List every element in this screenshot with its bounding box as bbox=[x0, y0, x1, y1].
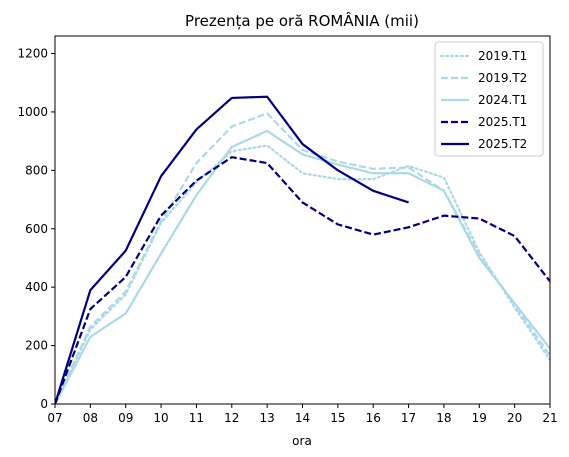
legend-label: 2019.T1 bbox=[478, 49, 527, 63]
x-tick-label: 16 bbox=[366, 411, 381, 425]
x-tick-label: 21 bbox=[542, 411, 557, 425]
x-tick-label: 19 bbox=[472, 411, 487, 425]
y-tick-label: 0 bbox=[40, 397, 48, 411]
x-tick-label: 13 bbox=[260, 411, 275, 425]
legend-label: 2024.T1 bbox=[478, 93, 527, 107]
y-tick-label: 800 bbox=[25, 163, 48, 177]
series-line-2019.T2 bbox=[55, 112, 550, 404]
series-line-2025.T2 bbox=[55, 95, 409, 404]
y-tick-label: 1000 bbox=[17, 105, 48, 119]
chart-title: Prezența pe oră ROMÂNIA (mii) bbox=[185, 11, 419, 30]
legend-label: 2025.T1 bbox=[478, 115, 527, 129]
x-tick-label: 12 bbox=[224, 411, 239, 425]
x-tick-label: 18 bbox=[436, 411, 451, 425]
y-tick-label: 200 bbox=[25, 339, 48, 353]
x-axis-label: ora bbox=[292, 434, 312, 448]
legend-box bbox=[434, 41, 544, 157]
series-line-2019.T1 bbox=[55, 144, 550, 404]
x-tick-label: 17 bbox=[401, 411, 416, 425]
series-line-2025.T1 bbox=[55, 156, 550, 404]
legend-label: 2025.T2 bbox=[478, 137, 527, 151]
x-tick-label: 20 bbox=[507, 411, 522, 425]
x-tick-label: 10 bbox=[153, 411, 168, 425]
x-tick-label: 09 bbox=[118, 411, 133, 425]
x-tick-label: 08 bbox=[83, 411, 98, 425]
y-tick-label: 400 bbox=[25, 280, 48, 294]
legend-label: 2019.T2 bbox=[478, 71, 527, 85]
x-tick-label: 15 bbox=[330, 411, 345, 425]
y-tick-label: 600 bbox=[25, 222, 48, 236]
x-tick-label: 14 bbox=[295, 411, 310, 425]
x-tick-label: 07 bbox=[47, 411, 62, 425]
y-tick-label: 1200 bbox=[17, 47, 48, 61]
series-line-2024.T1 bbox=[55, 129, 550, 404]
plot-area: 07 08 09 10 11 12 13 14 15 16 17 18 19 20 21 0 200 400 600… bbox=[17, 35, 558, 425]
x-tick-label: 11 bbox=[189, 411, 204, 425]
